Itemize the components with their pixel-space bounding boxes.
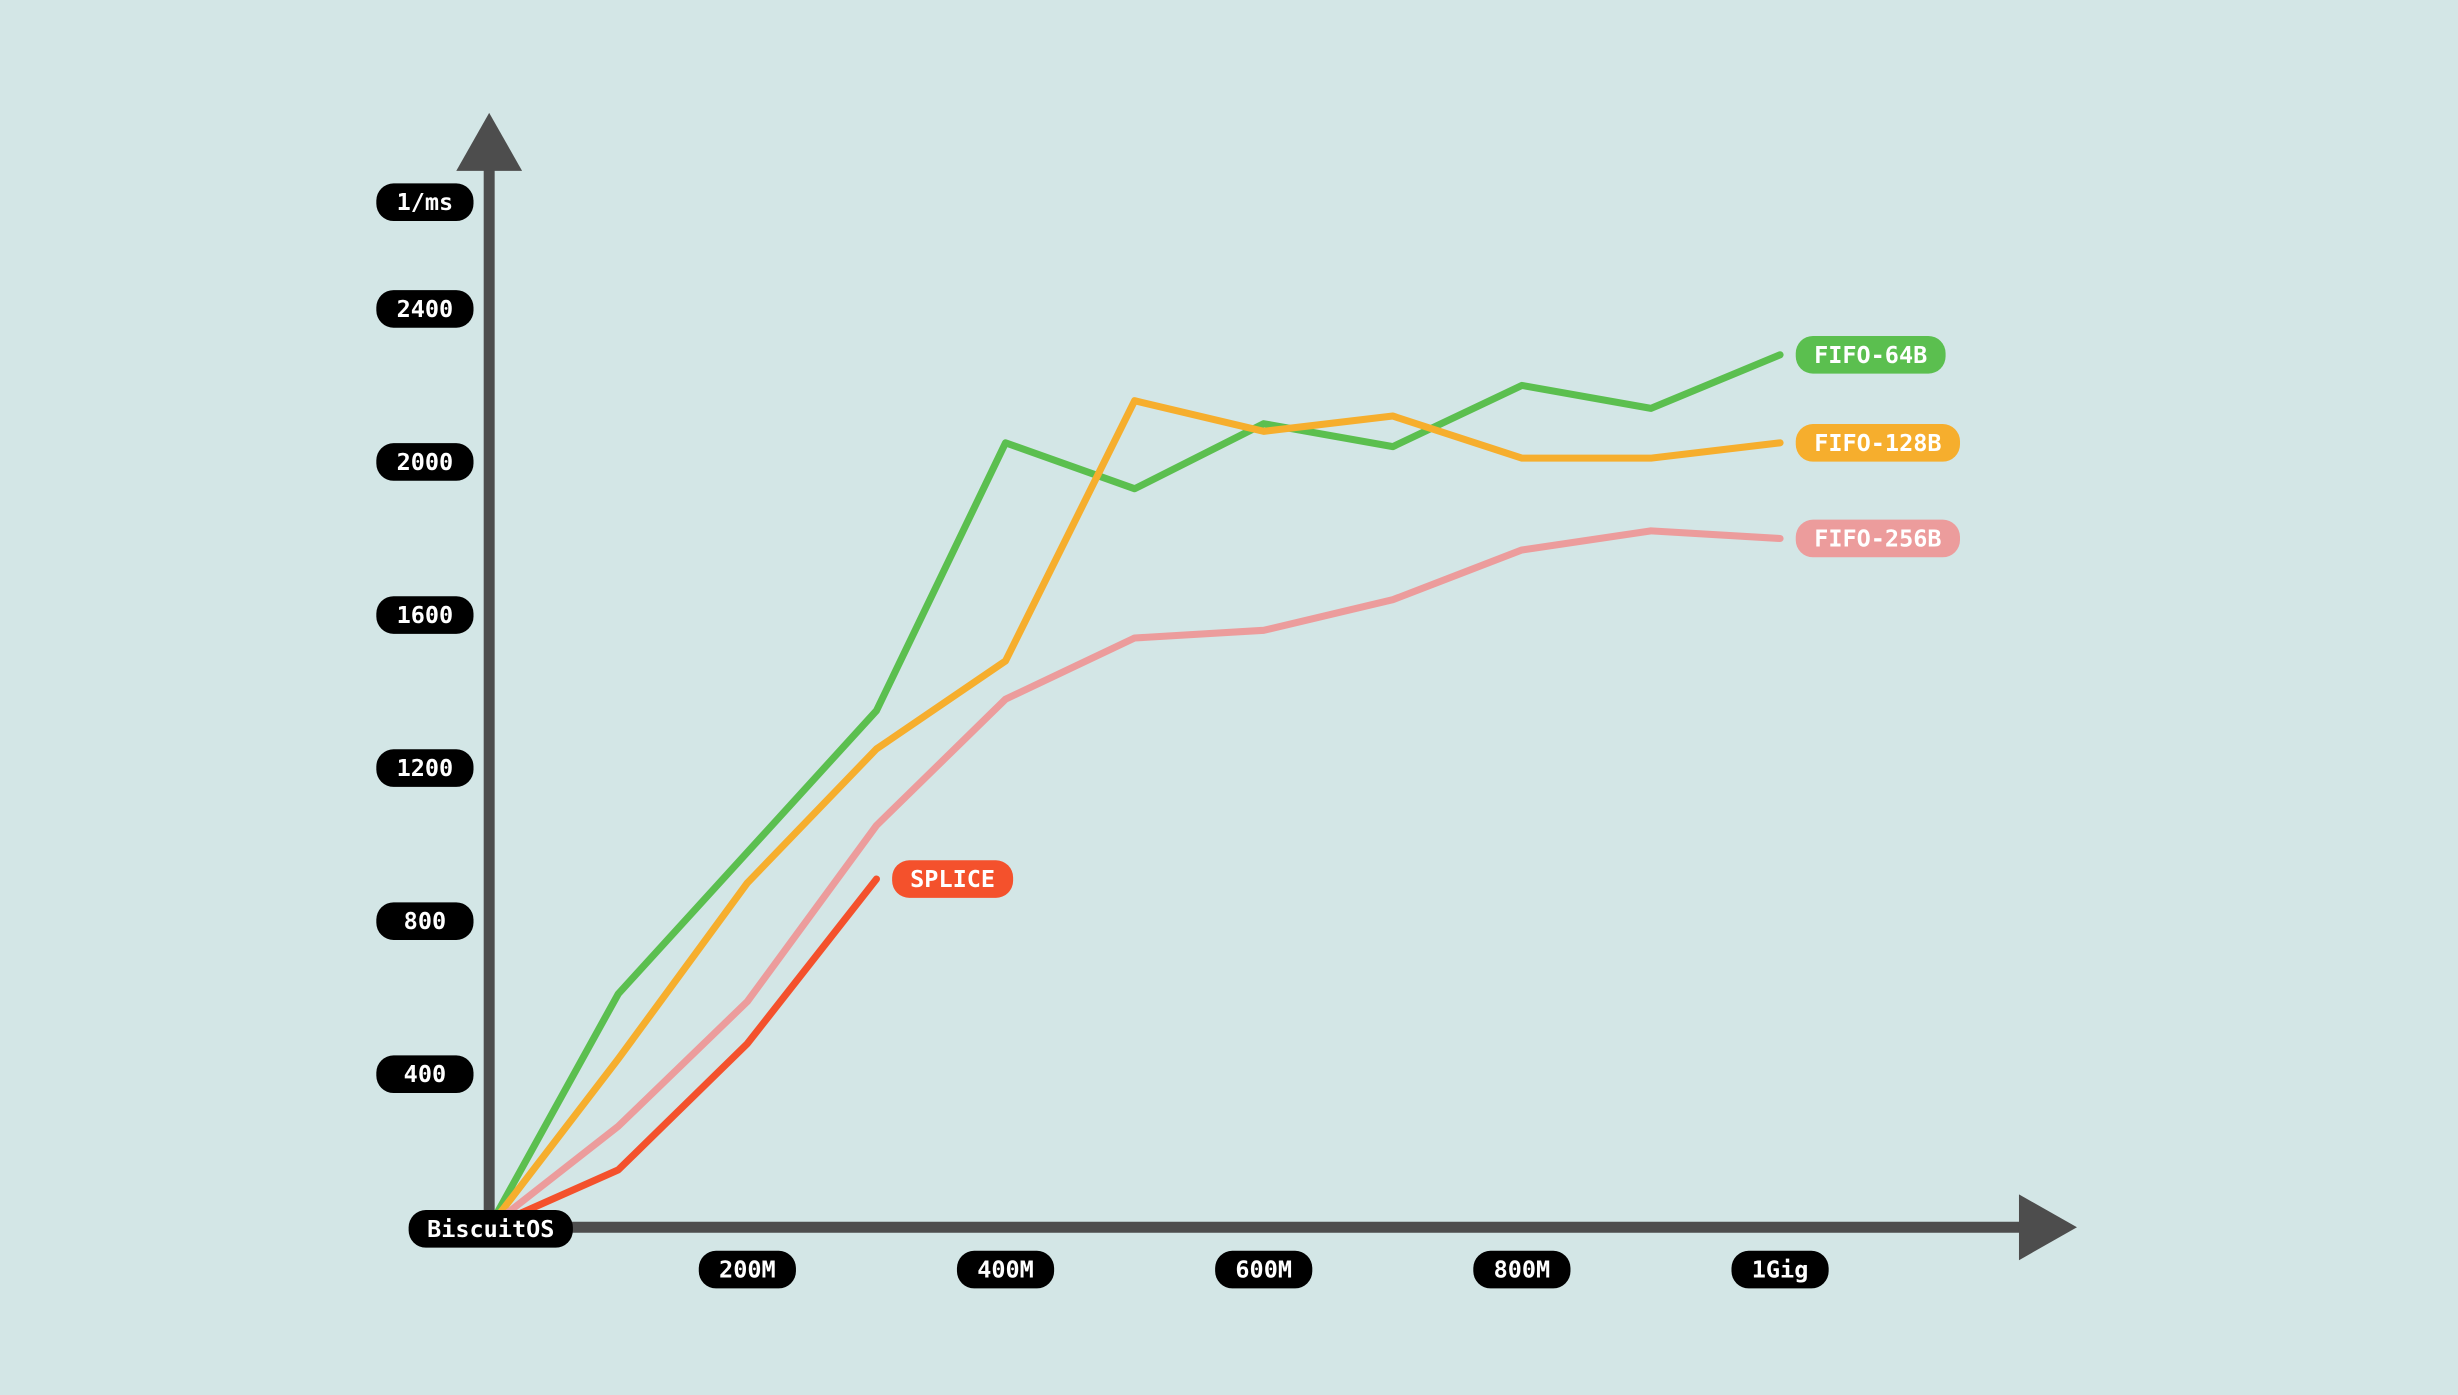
x-tick-label-bg <box>1731 1250 1829 1289</box>
y-tick-label-text: 800 <box>404 907 446 935</box>
y-axis-label-text: 1/ms <box>397 188 454 216</box>
legend-label-bg <box>1795 519 1961 558</box>
legend-label-text: FIFO-256B <box>1814 524 1941 552</box>
x-axis-arrow <box>2018 1194 2077 1261</box>
x-tick-label-text: 400M <box>977 1256 1034 1284</box>
y-tick-label-text: 2400 <box>397 295 454 323</box>
legend-label: FIFO-256B <box>1795 519 1961 558</box>
legend-label: FIFO-64B <box>1795 335 1946 374</box>
y-tick-label: 2000 <box>376 443 474 481</box>
legend-label: SPLICE <box>892 860 1014 898</box>
y-axis-arrow <box>456 112 523 171</box>
legend-label: FIFO-128B <box>1795 424 1961 462</box>
x-tick-label: 400M <box>956 1250 1055 1289</box>
legend-label-text: FIFO-64B <box>1814 341 1927 369</box>
y-tick-label-bg <box>376 596 474 634</box>
x-tick-label: 200M <box>698 1250 796 1289</box>
x-tick-label-bg <box>698 1250 796 1289</box>
y-tick-label: 2400 <box>376 290 474 328</box>
y-tick-label-text: 1200 <box>397 754 454 782</box>
x-origin-label: BiscuitOS <box>408 1210 573 1248</box>
series-line <box>485 397 1784 1231</box>
y-tick-label-bg <box>376 749 474 787</box>
x-tick-label: 1Gig <box>1731 1250 1829 1289</box>
x-origin-label-text: BiscuitOS <box>427 1215 554 1243</box>
y-tick-label-bg <box>376 902 474 940</box>
x-origin-label-bg <box>408 1210 573 1248</box>
legend-label-text: SPLICE <box>910 865 995 893</box>
y-tick-label-bg <box>376 1055 474 1094</box>
x-tick-label-text: 600M <box>1235 1256 1292 1284</box>
x-tick-label: 800M <box>1473 1250 1571 1289</box>
y-axis-label-bg <box>376 183 474 222</box>
y-tick-label: 400 <box>376 1055 474 1094</box>
series-line <box>485 527 1784 1231</box>
y-tick-label: 1200 <box>376 749 474 787</box>
y-tick-label-text: 400 <box>404 1060 446 1088</box>
y-tick-label-bg <box>376 290 474 328</box>
x-tick-label: 600M <box>1215 1250 1313 1289</box>
x-tick-label-bg <box>956 1250 1055 1289</box>
y-tick-label-text: 1600 <box>397 601 454 629</box>
y-tick-label: 800 <box>376 902 474 940</box>
legend-label-bg <box>1795 335 1946 374</box>
x-tick-label-text: 1Gig <box>1752 1256 1809 1284</box>
y-tick-label-text: 2000 <box>397 448 454 476</box>
y-tick-label: 1600 <box>376 596 474 634</box>
legend-label-bg <box>892 860 1014 898</box>
y-axis-label: 1/ms <box>376 183 474 222</box>
y-tick-label-bg <box>376 443 474 481</box>
legend-label-text: FIFO-128B <box>1814 429 1941 457</box>
x-tick-label-bg <box>1215 1250 1313 1289</box>
x-tick-label-bg <box>1473 1250 1571 1289</box>
series-line <box>485 875 880 1231</box>
series-line <box>485 351 1784 1231</box>
legend-label-bg <box>1795 424 1961 462</box>
x-tick-label-text: 200M <box>719 1256 776 1284</box>
x-tick-label-text: 800M <box>1494 1256 1551 1284</box>
